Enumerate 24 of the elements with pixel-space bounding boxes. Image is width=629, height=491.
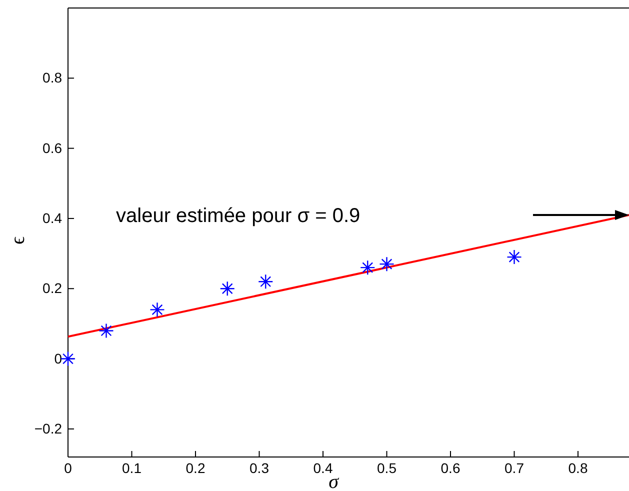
- point: [150, 302, 165, 318]
- point: [360, 260, 376, 276]
- y-tick-label: 0.8: [42, 70, 62, 86]
- point: [220, 281, 235, 296]
- x-tick-label: 0.1: [122, 460, 142, 476]
- x-tick-label: 0.3: [250, 460, 270, 476]
- point: [506, 249, 522, 265]
- x-tick-label: 0: [64, 460, 72, 476]
- x-tick-label: 0.8: [568, 460, 588, 476]
- y-tick-label: 0.4: [42, 210, 62, 226]
- x-tick-label: 0.7: [504, 460, 524, 476]
- y-axis-title: ϵ: [7, 236, 29, 245]
- point: [60, 351, 76, 366]
- point: [258, 274, 274, 290]
- point: [98, 323, 114, 338]
- point: [379, 256, 394, 272]
- y-tick-label: 0.2: [42, 280, 62, 296]
- annotation: valeur estimée pour σ = 0.9: [116, 204, 360, 227]
- y-tick-label: −0.2: [34, 420, 62, 436]
- y-tick-label: 0.6: [42, 140, 62, 156]
- x-tick-label: 0.6: [440, 460, 460, 476]
- x-tick-label: 0.2: [186, 460, 206, 476]
- x-tick-label: 0.5: [377, 460, 397, 476]
- y-tick-label: 0: [54, 350, 62, 366]
